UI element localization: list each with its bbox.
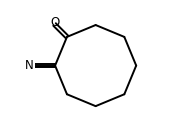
Text: N: N: [24, 59, 33, 72]
Text: O: O: [51, 16, 60, 29]
